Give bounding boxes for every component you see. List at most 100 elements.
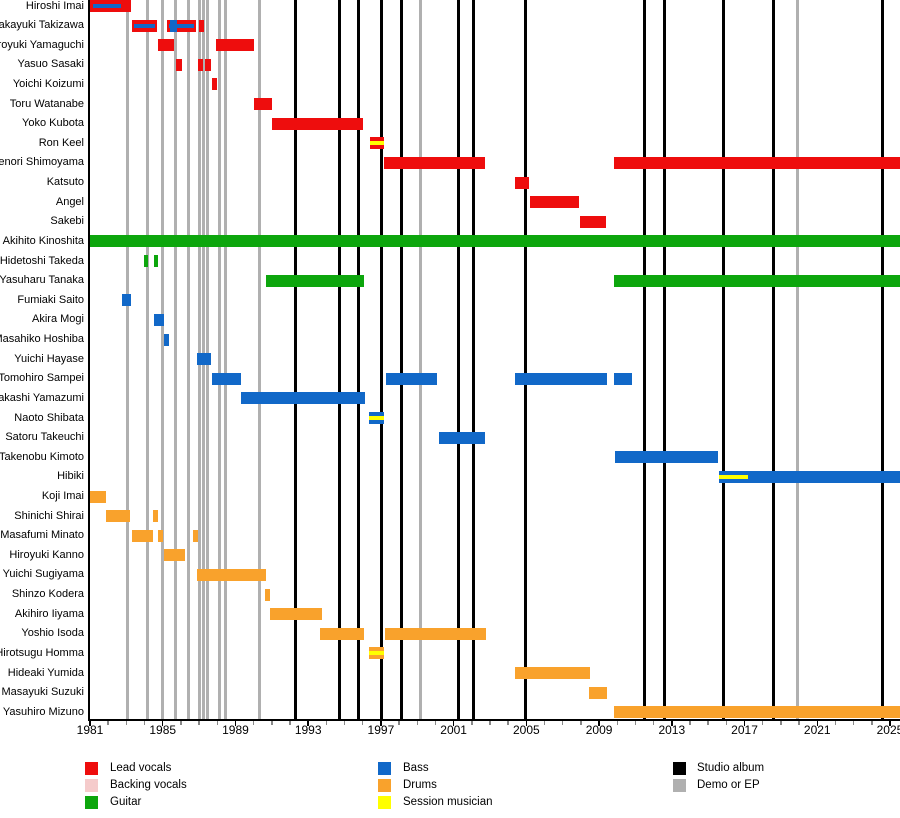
axis-minor-tick [252,720,255,725]
axis-minor-tick [398,720,400,725]
studio-album-line [338,0,342,719]
studio-album-line [293,0,297,719]
member-label: Satoru Takeuchi [5,431,84,444]
studio-album-line [772,0,776,719]
member-bar-bass [121,294,131,307]
axis-minor-tick [416,720,419,725]
bar-stripe-session [369,651,384,656]
member-bar-drums [319,627,364,640]
axis-minor-tick [343,720,346,725]
axis-minor-tick [107,720,109,725]
member-bar-lead_vocals [204,58,211,71]
legend-swatch-lead_vocals [85,762,98,775]
bar-stripe-bass [133,23,156,28]
member-bar-bass [719,470,749,483]
studio-album-line [400,0,404,719]
bar-stripe-session [719,474,749,479]
axis-year-label: 1981 [76,723,104,737]
member-bar-lead_vocals [383,156,486,169]
demo-ep-line [173,0,177,719]
axis-minor-tick [143,720,146,725]
axis-year-label: 2009 [585,723,613,737]
legend-swatch-backing_vocals [85,779,98,792]
plot-left-border [88,0,90,720]
axis-major-tick [671,720,673,726]
member-label: Takenobu Kimoto [0,450,84,463]
axis-major-tick [525,720,528,726]
axis-minor-tick [507,720,509,725]
studio-album-line [722,0,726,719]
axis-minor-tick [798,720,800,725]
member-label: Naoto Shibata [14,411,84,424]
member-bar-lead_vocals [579,215,607,228]
axis-minor-tick [180,720,182,725]
member-bar-drums [90,490,107,503]
demo-ep-line [218,0,222,719]
member-label: Hiroyuki Yamaguchi [0,38,84,51]
member-bar-bass [163,333,170,346]
member-bar-lead_vocals [199,19,204,32]
legend-label-studio_album: Studio album [697,762,765,774]
member-label: Koji Imai [41,490,84,502]
member-bar-drums [589,686,608,699]
bar-stripe-bass [92,4,121,8]
member-label: Yuichi Hayase [14,352,84,365]
member-label: Shinichi Shirai [14,509,84,522]
demo-ep-line [257,0,261,719]
axis-minor-tick [852,720,855,725]
axis-minor-tick [489,720,491,725]
member-label: Yasuhiro Mizuno [2,705,84,718]
axis-minor-tick [434,720,437,725]
studio-album-line [456,0,460,719]
axis-minor-tick [125,720,128,725]
legend-swatch-drums [378,779,391,792]
member-label: Masahiko Hoshiba [0,333,84,346]
studio-album-line [663,0,667,719]
member-label: Akihiro Iiyama [14,607,84,620]
member-bar-drums [369,647,384,660]
studio-album-line [380,0,384,719]
member-bar-bass [748,470,900,483]
studio-album-line [472,0,476,719]
member-bar-guitar [613,274,900,287]
axis-minor-tick [780,720,782,725]
member-label: Hidetoshi Takeda [0,254,84,267]
axis-minor-tick [580,720,582,725]
member-bar-lead_vocals [158,39,174,52]
axis-minor-tick [834,720,837,725]
legend-swatch-guitar [85,796,98,809]
axis-minor-tick [216,720,219,725]
member-bar-drums [158,529,163,542]
studio-album-line [356,0,360,719]
member-bar-lead_vocals [131,19,158,32]
member-bar-guitar [266,274,364,287]
legend-label-session: Session musician [403,796,493,808]
axis-year-label: 1985 [149,723,177,737]
member-bar-drums [192,529,199,542]
member-label: Sakebi [50,215,84,228]
axis-minor-tick [543,720,546,725]
axis-minor-tick [271,720,273,725]
axis-major-tick [598,720,600,726]
member-label: Hiroyuki Kanno [9,548,84,561]
member-label: Angel [55,195,84,208]
member-label: Fumiaki Saito [17,293,84,306]
legend-label-bass: Bass [403,762,429,774]
demo-ep-line [795,0,799,719]
member-bar-lead_vocals [211,78,218,91]
axis-minor-tick [471,720,473,725]
studio-album-line [523,0,527,719]
member-bar-bass [153,313,164,326]
legend-label-demo_ep: Demo or EP [697,779,760,791]
member-label: Takenori Shimoyama [0,156,84,169]
member-label: Takashi Yamazumi [0,391,84,404]
studio-album-line [643,0,647,719]
axis-year-label: 2013 [658,723,686,737]
axis-minor-tick [652,720,655,725]
axis-minor-tick [725,720,728,725]
member-label: Shinzo Kodera [11,588,84,601]
axis-minor-tick [561,720,564,725]
axis-major-tick [307,720,309,726]
member-label: Akihito Kinoshita [2,234,84,247]
